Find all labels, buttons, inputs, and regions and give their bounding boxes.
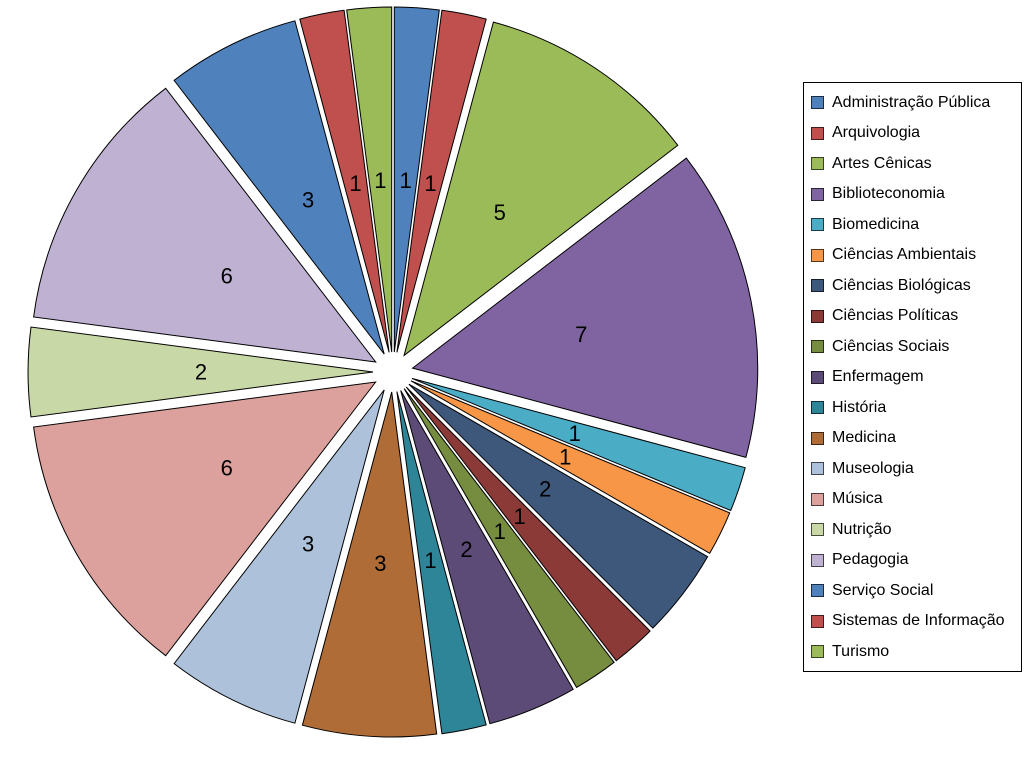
legend-color-swatch [811,96,824,109]
pie-slice-ciencias-politicas[interactable] [405,386,651,662]
legend-item-label: Ciências Sociais [832,337,950,355]
pie-slice-nutricao[interactable] [27,326,374,418]
legend-item-ciencias-sociais[interactable]: Ciências Sociais [811,333,1019,361]
legend-item-label: Sistemas de Informação [832,612,1005,629]
pie-slice-biblioteconomia[interactable] [411,157,759,459]
legend-color-swatch [811,187,824,201]
legend-color-swatch [811,614,824,628]
legend-item-label: Biomedicina [832,215,920,233]
legend-item-label: Música [832,490,883,507]
pie-slice-pedagogia[interactable] [33,87,377,363]
legend-item-musica[interactable]: Música [811,485,1019,513]
legend-color-swatch [811,523,824,536]
pie-slice-ciencias-sociais[interactable] [403,388,615,689]
legend-item-label: Pedagogia [832,551,909,568]
pie-slice-ciencias-biologicas[interactable] [408,383,709,629]
legend-item-label: Nutrição [832,520,892,538]
legend-color-swatch [811,157,824,170]
legend-item-biomedicina[interactable]: Biomedicina [811,211,1019,239]
legend-color-swatch [811,248,824,262]
legend-color-swatch [811,309,824,323]
legend-item-medicina[interactable]: Medicina [811,424,1019,452]
pie-slice-medicina[interactable] [301,391,438,738]
legend-item-servico-social[interactable]: Serviço Social [811,577,1019,605]
pie-slice-enfermagem[interactable] [400,390,574,725]
legend-item-label: Ciências Políticas [832,307,959,324]
legend-color-swatch [811,126,824,140]
legend: Administração Pública Arquivologia Artes C… [803,82,1022,672]
legend-item-label: Museologia [832,459,914,477]
pie-slice-administracao-publica[interactable] [393,6,440,353]
legend-item-label: Serviço Social [832,581,934,599]
legend-item-ciencias-ambientais[interactable]: Ciências Ambientais [811,241,1019,269]
legend-color-swatch [811,584,824,597]
legend-item-museologia[interactable]: Museologia [811,455,1019,483]
pie-slice-musica[interactable] [33,381,377,657]
legend-item-label: Administração Pública [832,93,991,111]
legend-color-swatch [811,553,824,567]
legend-item-label: Turismo [832,642,890,660]
legend-item-label: Artes Cênicas [832,154,932,172]
legend-item-label: Biblioteconomia [832,185,945,202]
pie-slice-historia[interactable] [396,391,487,735]
legend-item-label: Ciências Biológicas [832,276,971,294]
legend-item-label: Medicina [832,429,897,446]
pie-slice-ciencias-ambientais[interactable] [410,380,731,554]
legend-color-swatch [811,645,824,658]
legend-item-arquivologia[interactable]: Arquivologia [811,119,1019,147]
pie-slice-museologia[interactable] [173,389,385,724]
pie-slice-biomedicina[interactable] [411,377,746,512]
pie-slice-arquivologia[interactable] [396,9,487,353]
pie-slice-sistemas-de-informacao[interactable] [299,9,390,353]
legend-color-swatch [811,401,824,414]
legend-item-administracao-publica[interactable]: Administração Pública [811,89,1019,117]
legend-color-swatch [811,431,824,445]
legend-item-artes-cenicas[interactable]: Artes Cênicas [811,150,1019,178]
legend-color-swatch [811,492,824,506]
legend-color-swatch [811,370,824,384]
legend-item-nutricao[interactable]: Nutrição [811,516,1019,544]
pie-slice-artes-cenicas[interactable] [403,21,679,357]
legend-item-label: Arquivologia [832,124,921,141]
legend-color-swatch [811,218,824,231]
legend-item-biblioteconomia[interactable]: Biblioteconomia [811,180,1019,208]
legend-item-pedagogia[interactable]: Pedagogia [811,546,1019,574]
legend-item-ciencias-politicas[interactable]: Ciências Políticas [811,302,1019,330]
legend-color-swatch [811,279,824,292]
legend-item-sistemas-de-informacao[interactable]: Sistemas de Informação [811,607,1019,635]
legend-item-ciencias-biologicas[interactable]: Ciências Biológicas [811,272,1019,300]
legend-item-label: História [832,398,887,416]
legend-item-historia[interactable]: História [811,394,1019,422]
legend-item-label: Enfermagem [832,368,924,385]
legend-item-label: Ciências Ambientais [832,246,977,263]
pie-slice-servico-social[interactable] [173,20,385,355]
legend-color-swatch [811,340,824,353]
pie-slice-turismo[interactable] [346,6,393,353]
legend-item-turismo[interactable]: Turismo [811,638,1019,666]
legend-item-enfermagem[interactable]: Enfermagem [811,363,1019,391]
legend-color-swatch [811,462,824,475]
